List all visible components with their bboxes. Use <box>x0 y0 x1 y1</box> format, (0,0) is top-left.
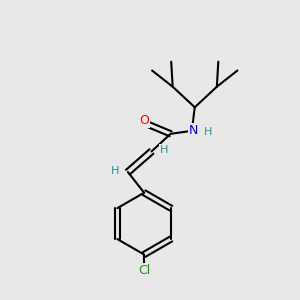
Text: Cl: Cl <box>138 264 150 277</box>
Text: H: H <box>111 166 120 176</box>
Text: N: N <box>189 124 198 137</box>
Text: H: H <box>160 145 168 155</box>
Text: H: H <box>204 127 212 137</box>
Text: O: O <box>139 114 149 127</box>
